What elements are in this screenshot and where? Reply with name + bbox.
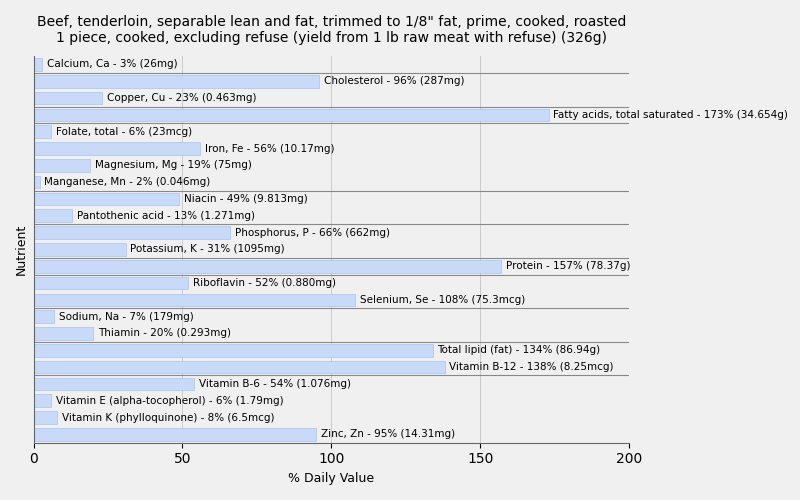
Bar bbox=[34, 411, 58, 424]
Bar bbox=[34, 159, 90, 172]
Text: Vitamin B-6 - 54% (1.076mg): Vitamin B-6 - 54% (1.076mg) bbox=[199, 379, 351, 389]
Text: Pantothenic acid - 13% (1.271mg): Pantothenic acid - 13% (1.271mg) bbox=[77, 211, 254, 221]
Title: Beef, tenderloin, separable lean and fat, trimmed to 1/8" fat, prime, cooked, ro: Beef, tenderloin, separable lean and fat… bbox=[37, 15, 626, 45]
Bar bbox=[34, 210, 72, 222]
Text: Sodium, Na - 7% (179mg): Sodium, Na - 7% (179mg) bbox=[59, 312, 194, 322]
Bar bbox=[34, 108, 549, 121]
Text: Iron, Fe - 56% (10.17mg): Iron, Fe - 56% (10.17mg) bbox=[205, 144, 334, 154]
Text: Manganese, Mn - 2% (0.046mg): Manganese, Mn - 2% (0.046mg) bbox=[44, 177, 210, 187]
Bar bbox=[34, 327, 93, 340]
Text: Phosphorus, P - 66% (662mg): Phosphorus, P - 66% (662mg) bbox=[234, 228, 390, 237]
Text: Fatty acids, total saturated - 173% (34.654g): Fatty acids, total saturated - 173% (34.… bbox=[554, 110, 788, 120]
Text: Zinc, Zn - 95% (14.31mg): Zinc, Zn - 95% (14.31mg) bbox=[321, 430, 455, 440]
Text: Riboflavin - 52% (0.880mg): Riboflavin - 52% (0.880mg) bbox=[193, 278, 336, 288]
Text: Thiamin - 20% (0.293mg): Thiamin - 20% (0.293mg) bbox=[98, 328, 230, 338]
Text: Protein - 157% (78.37g): Protein - 157% (78.37g) bbox=[506, 261, 630, 271]
Text: Cholesterol - 96% (287mg): Cholesterol - 96% (287mg) bbox=[324, 76, 465, 86]
Text: Copper, Cu - 23% (0.463mg): Copper, Cu - 23% (0.463mg) bbox=[106, 93, 256, 103]
Bar bbox=[34, 243, 126, 256]
Bar bbox=[34, 361, 445, 374]
Bar bbox=[34, 344, 433, 356]
Bar bbox=[34, 176, 39, 188]
Text: Vitamin B-12 - 138% (8.25mcg): Vitamin B-12 - 138% (8.25mcg) bbox=[449, 362, 614, 372]
Bar bbox=[34, 276, 189, 289]
Text: Niacin - 49% (9.813mg): Niacin - 49% (9.813mg) bbox=[184, 194, 308, 204]
Y-axis label: Nutrient: Nutrient bbox=[15, 224, 28, 275]
Text: Calcium, Ca - 3% (26mg): Calcium, Ca - 3% (26mg) bbox=[47, 60, 178, 70]
X-axis label: % Daily Value: % Daily Value bbox=[288, 472, 374, 485]
Bar bbox=[34, 378, 194, 390]
Bar bbox=[34, 58, 42, 71]
Bar bbox=[34, 75, 319, 88]
Bar bbox=[34, 226, 230, 239]
Bar bbox=[34, 394, 51, 407]
Bar bbox=[34, 260, 501, 272]
Bar bbox=[34, 294, 355, 306]
Text: Potassium, K - 31% (1095mg): Potassium, K - 31% (1095mg) bbox=[130, 244, 285, 254]
Text: Magnesium, Mg - 19% (75mg): Magnesium, Mg - 19% (75mg) bbox=[94, 160, 251, 170]
Bar bbox=[34, 126, 51, 138]
Bar bbox=[34, 142, 200, 155]
Bar bbox=[34, 428, 317, 440]
Text: Selenium, Se - 108% (75.3mcg): Selenium, Se - 108% (75.3mcg) bbox=[360, 295, 525, 305]
Text: Total lipid (fat) - 134% (86.94g): Total lipid (fat) - 134% (86.94g) bbox=[437, 346, 600, 356]
Bar bbox=[34, 92, 102, 104]
Text: Vitamin E (alpha-tocopherol) - 6% (1.79mg): Vitamin E (alpha-tocopherol) - 6% (1.79m… bbox=[56, 396, 283, 406]
Bar bbox=[34, 192, 179, 205]
Text: Folate, total - 6% (23mcg): Folate, total - 6% (23mcg) bbox=[56, 126, 192, 136]
Bar bbox=[34, 310, 54, 323]
Text: Vitamin K (phylloquinone) - 8% (6.5mcg): Vitamin K (phylloquinone) - 8% (6.5mcg) bbox=[62, 412, 274, 422]
